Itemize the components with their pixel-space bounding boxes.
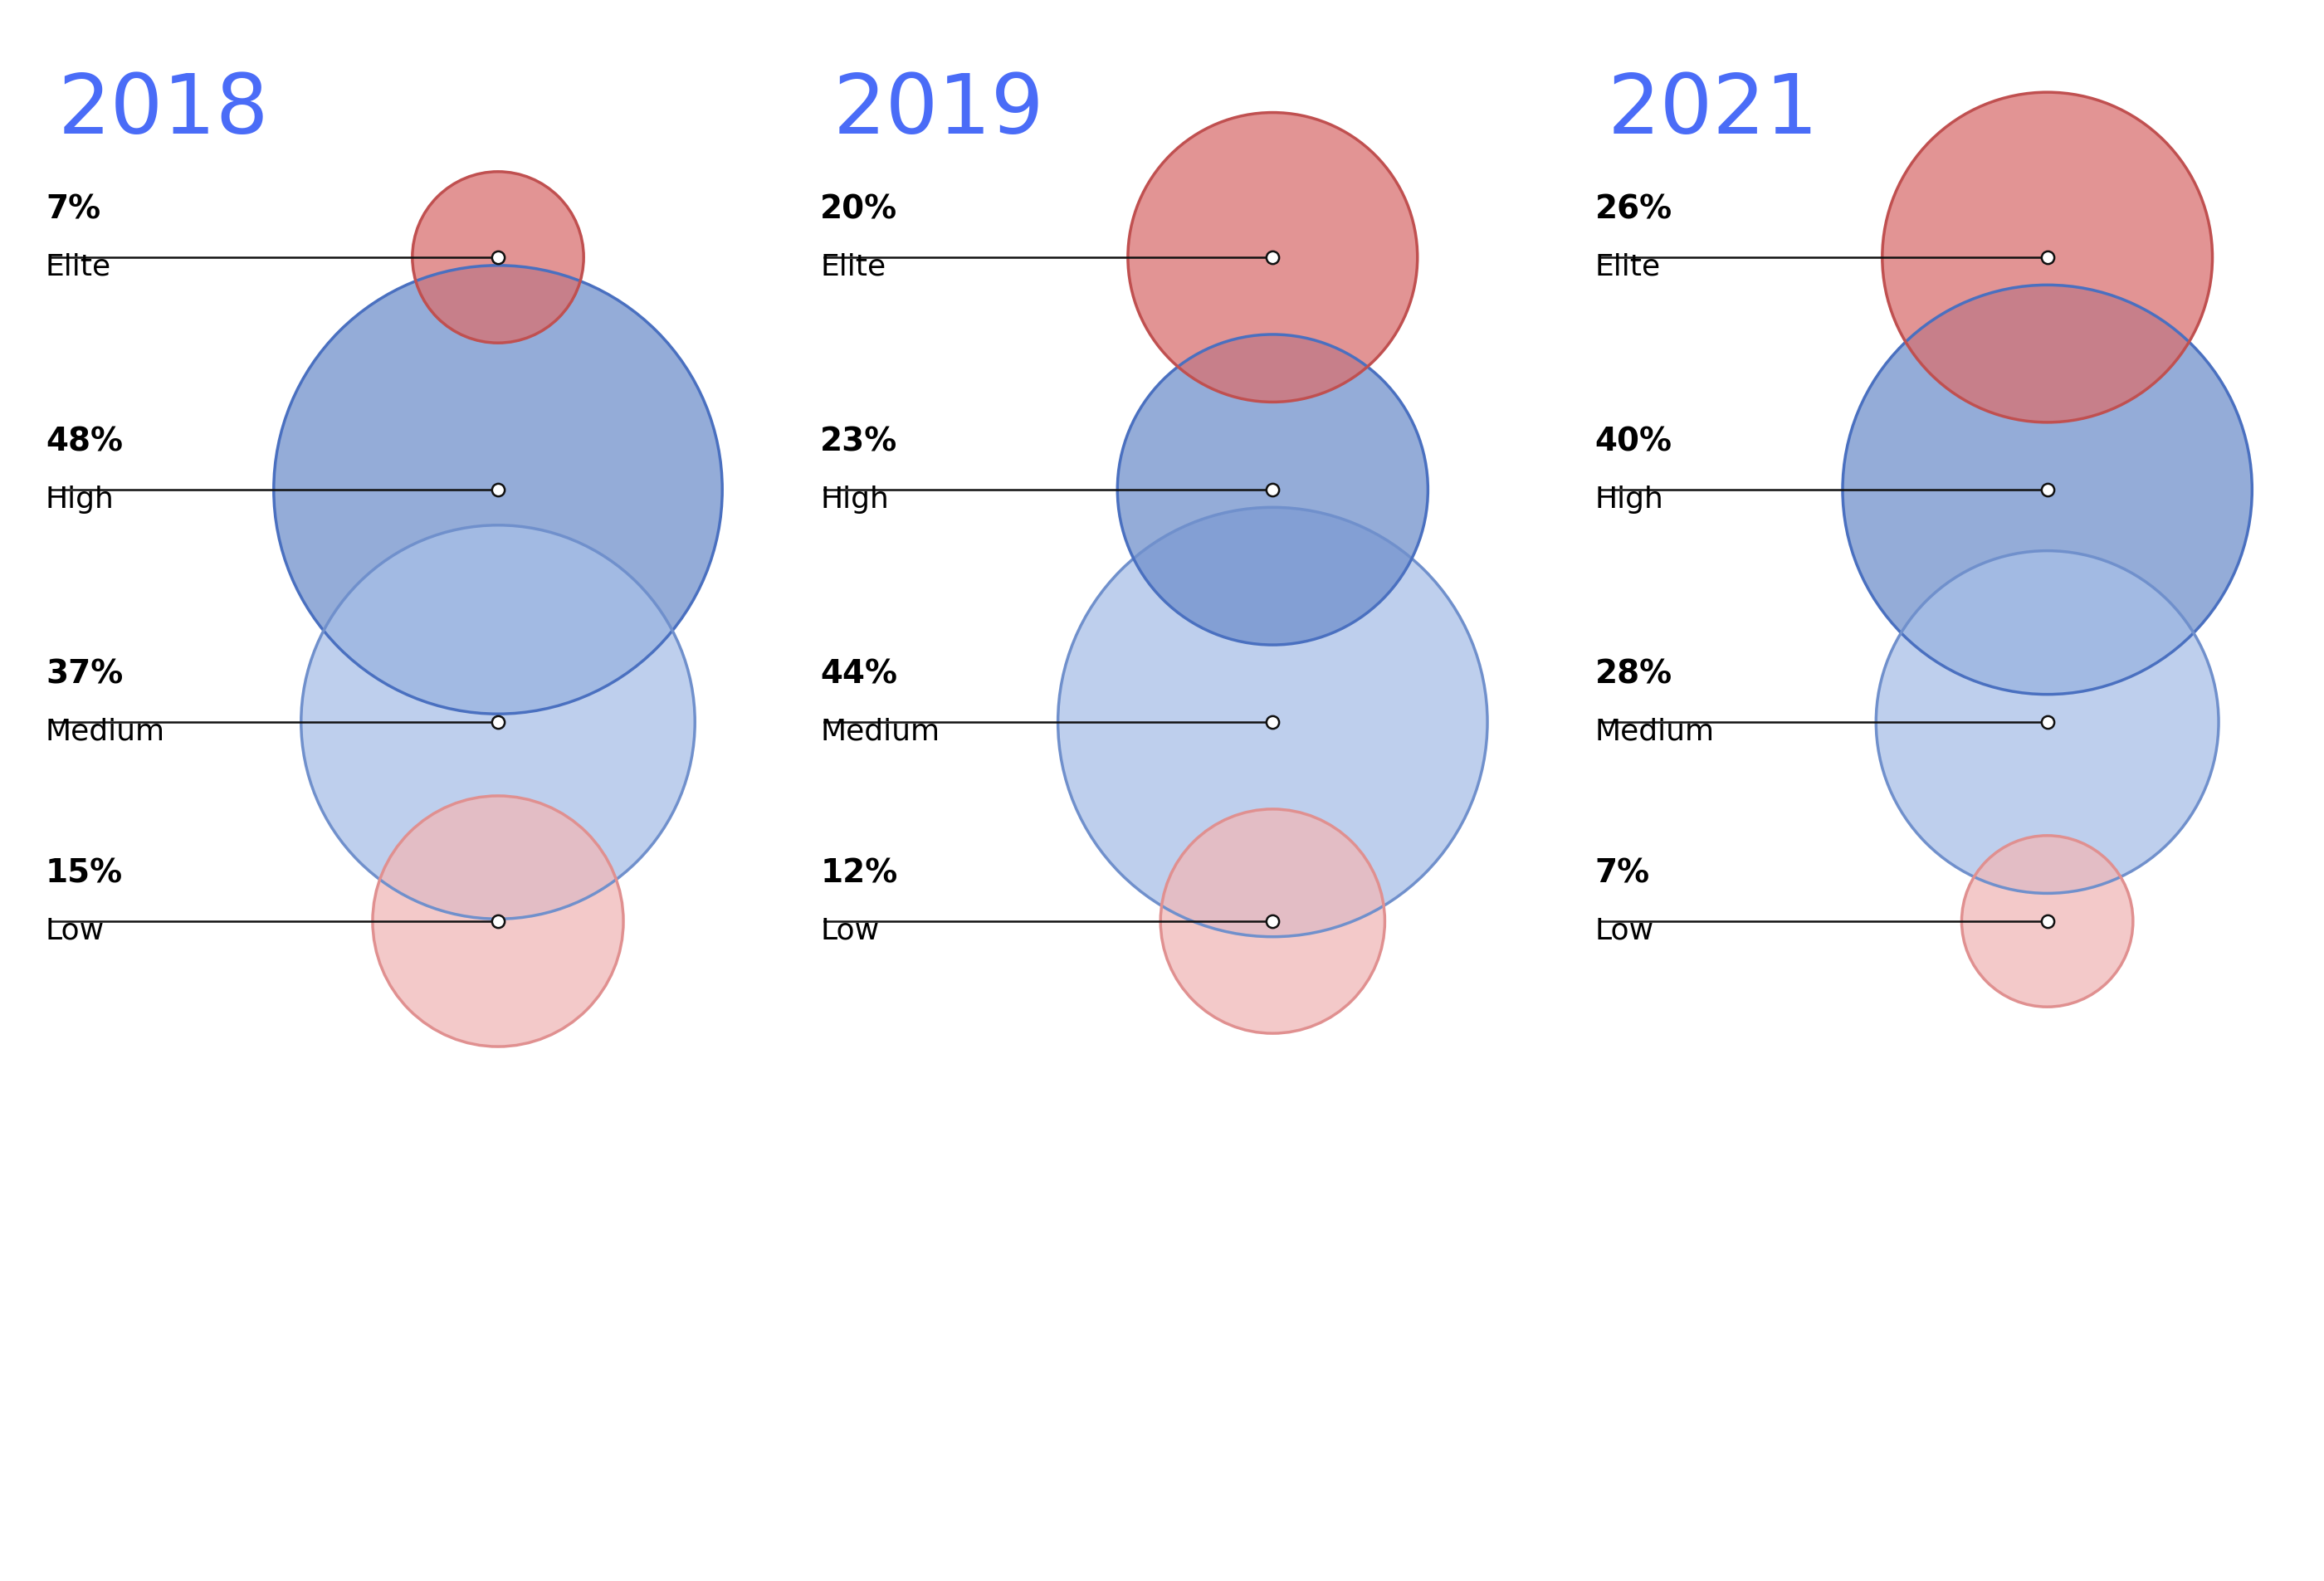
Text: Medium: Medium: [1594, 718, 1715, 746]
Text: 2021: 2021: [1608, 71, 1820, 152]
Text: 12%: 12%: [820, 858, 897, 890]
Text: Low: Low: [46, 917, 105, 945]
Text: 7%: 7%: [1594, 858, 1650, 890]
Text: Low: Low: [820, 917, 878, 945]
Circle shape: [1127, 112, 1418, 402]
Text: Elite: Elite: [820, 253, 885, 281]
Text: High: High: [1594, 485, 1664, 514]
Circle shape: [1882, 92, 2212, 422]
Circle shape: [1118, 335, 1427, 645]
Circle shape: [302, 525, 695, 919]
Circle shape: [411, 172, 583, 343]
Text: 28%: 28%: [1594, 659, 1673, 691]
Text: Elite: Elite: [46, 253, 112, 281]
Circle shape: [1843, 285, 2252, 694]
Text: 44%: 44%: [820, 659, 897, 691]
Text: 20%: 20%: [820, 194, 897, 226]
Text: 15%: 15%: [46, 858, 123, 890]
Text: High: High: [46, 485, 114, 514]
Text: High: High: [820, 485, 890, 514]
Circle shape: [1875, 550, 2219, 893]
Circle shape: [1160, 809, 1385, 1034]
Text: 37%: 37%: [46, 659, 123, 691]
Text: 2019: 2019: [832, 71, 1043, 152]
Text: 23%: 23%: [820, 427, 897, 458]
Text: Medium: Medium: [820, 718, 939, 746]
Text: Low: Low: [1594, 917, 1655, 945]
Text: 48%: 48%: [46, 427, 123, 458]
Circle shape: [1961, 836, 2133, 1007]
Text: 7%: 7%: [46, 194, 100, 226]
Circle shape: [372, 795, 623, 1047]
Text: Elite: Elite: [1594, 253, 1662, 281]
Text: 2018: 2018: [58, 71, 270, 152]
Text: 26%: 26%: [1594, 194, 1673, 226]
Circle shape: [274, 266, 723, 715]
Text: 40%: 40%: [1594, 427, 1673, 458]
Circle shape: [1057, 508, 1487, 936]
Text: Medium: Medium: [46, 718, 165, 746]
